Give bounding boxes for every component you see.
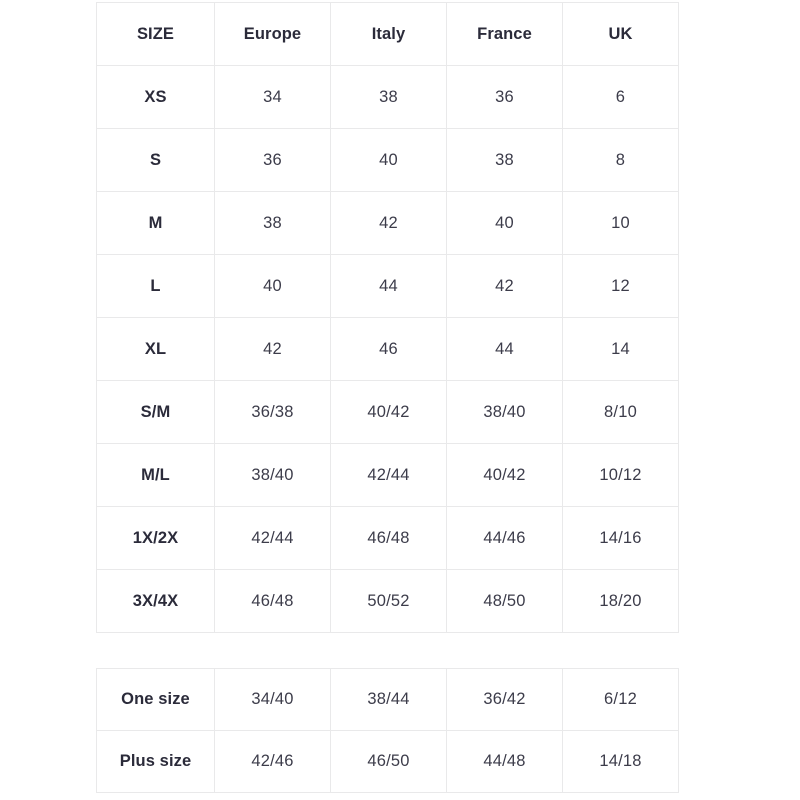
table-row: S 36 40 38 8 bbox=[96, 128, 679, 192]
cell-france: 44/46 bbox=[446, 506, 563, 570]
cell-europe: 34 bbox=[214, 65, 331, 129]
cell-italy: 40 bbox=[330, 128, 447, 192]
cell-italy: 40/42 bbox=[330, 380, 447, 444]
table-row: XL 42 46 44 14 bbox=[96, 317, 679, 381]
cell-europe: 36/38 bbox=[214, 380, 331, 444]
cell-europe: 40 bbox=[214, 254, 331, 318]
cell-europe: 38/40 bbox=[214, 443, 331, 507]
cell-europe: 38 bbox=[214, 191, 331, 255]
cell-uk: 6 bbox=[562, 65, 679, 129]
column-header-france: France bbox=[446, 2, 563, 66]
row-label: M bbox=[96, 191, 215, 255]
table-row: 3X/4X 46/48 50/52 48/50 18/20 bbox=[96, 569, 679, 633]
cell-uk: 14/18 bbox=[562, 730, 679, 793]
cell-italy: 44 bbox=[330, 254, 447, 318]
universal-size-table: One size 34/40 38/44 36/42 6/12 Plus siz… bbox=[96, 668, 679, 793]
cell-europe: 42/44 bbox=[214, 506, 331, 570]
table-row: XS 34 38 36 6 bbox=[96, 65, 679, 129]
cell-europe: 42/46 bbox=[214, 730, 331, 793]
cell-france: 42 bbox=[446, 254, 563, 318]
cell-italy: 38/44 bbox=[330, 668, 447, 731]
cell-uk: 14/16 bbox=[562, 506, 679, 570]
cell-france: 44/48 bbox=[446, 730, 563, 793]
cell-france: 48/50 bbox=[446, 569, 563, 633]
cell-europe: 36 bbox=[214, 128, 331, 192]
column-header-europe: Europe bbox=[214, 2, 331, 66]
row-label: Plus size bbox=[96, 730, 215, 793]
cell-uk: 12 bbox=[562, 254, 679, 318]
row-label: S bbox=[96, 128, 215, 192]
column-header-uk: UK bbox=[562, 2, 679, 66]
standard-size-table: SIZE Europe Italy France UK XS 34 38 36 … bbox=[96, 2, 679, 633]
cell-france: 36 bbox=[446, 65, 563, 129]
row-label: 3X/4X bbox=[96, 569, 215, 633]
cell-italy: 42/44 bbox=[330, 443, 447, 507]
cell-italy: 42 bbox=[330, 191, 447, 255]
cell-uk: 18/20 bbox=[562, 569, 679, 633]
table-row: Plus size 42/46 46/50 44/48 14/18 bbox=[96, 730, 679, 793]
table-header: SIZE Europe Italy France UK bbox=[96, 2, 679, 66]
cell-france: 44 bbox=[446, 317, 563, 381]
row-label: S/M bbox=[96, 380, 215, 444]
cell-italy: 38 bbox=[330, 65, 447, 129]
cell-uk: 6/12 bbox=[562, 668, 679, 731]
table-row: S/M 36/38 40/42 38/40 8/10 bbox=[96, 380, 679, 444]
cell-europe: 34/40 bbox=[214, 668, 331, 731]
row-label: XS bbox=[96, 65, 215, 129]
cell-uk: 10/12 bbox=[562, 443, 679, 507]
cell-europe: 46/48 bbox=[214, 569, 331, 633]
cell-uk: 14 bbox=[562, 317, 679, 381]
table-row: L 40 44 42 12 bbox=[96, 254, 679, 318]
universal-size-body: One size 34/40 38/44 36/42 6/12 Plus siz… bbox=[96, 668, 679, 793]
cell-uk: 8/10 bbox=[562, 380, 679, 444]
cell-italy: 46/50 bbox=[330, 730, 447, 793]
cell-france: 40 bbox=[446, 191, 563, 255]
cell-france: 38/40 bbox=[446, 380, 563, 444]
standard-size-body: XS 34 38 36 6 S 36 40 38 8 M 38 42 40 10 bbox=[96, 65, 679, 633]
cell-france: 38 bbox=[446, 128, 563, 192]
row-label: M/L bbox=[96, 443, 215, 507]
cell-italy: 46 bbox=[330, 317, 447, 381]
cell-italy: 46/48 bbox=[330, 506, 447, 570]
table-row: 1X/2X 42/44 46/48 44/46 14/16 bbox=[96, 506, 679, 570]
table-row: M/L 38/40 42/44 40/42 10/12 bbox=[96, 443, 679, 507]
header-row: SIZE Europe Italy France UK bbox=[96, 2, 679, 66]
row-label: One size bbox=[96, 668, 215, 731]
row-label: XL bbox=[96, 317, 215, 381]
cell-europe: 42 bbox=[214, 317, 331, 381]
cell-uk: 8 bbox=[562, 128, 679, 192]
row-label: 1X/2X bbox=[96, 506, 215, 570]
column-header-size: SIZE bbox=[96, 2, 215, 66]
row-label: L bbox=[96, 254, 215, 318]
table-row: M 38 42 40 10 bbox=[96, 191, 679, 255]
table-row: One size 34/40 38/44 36/42 6/12 bbox=[96, 668, 679, 731]
cell-france: 36/42 bbox=[446, 668, 563, 731]
cell-france: 40/42 bbox=[446, 443, 563, 507]
cell-italy: 50/52 bbox=[330, 569, 447, 633]
column-header-italy: Italy bbox=[330, 2, 447, 66]
cell-uk: 10 bbox=[562, 191, 679, 255]
